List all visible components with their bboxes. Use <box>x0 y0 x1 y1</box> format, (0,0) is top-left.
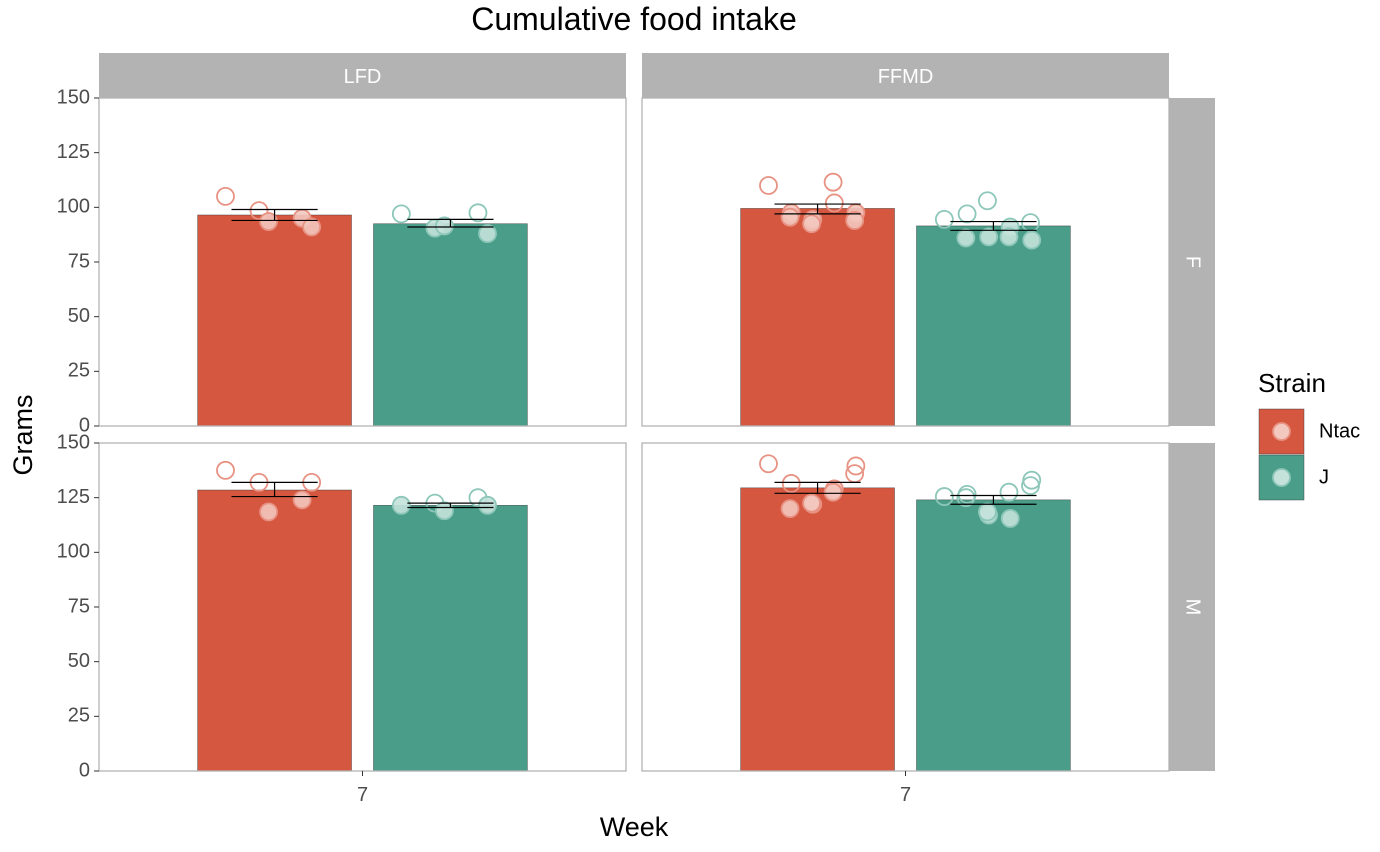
data-point-ntac <box>216 186 235 206</box>
facet-strip-label: LFD <box>344 66 382 88</box>
data-point-j <box>1022 230 1042 250</box>
data-point-ntac <box>780 499 800 519</box>
data-point-j <box>978 502 997 522</box>
y-tick-label: 25 <box>68 360 90 382</box>
bar-j <box>373 505 528 772</box>
data-point-j <box>934 209 954 229</box>
y-tick-label: 25 <box>68 705 90 727</box>
y-tick-label: 125 <box>57 486 90 508</box>
data-point-j <box>468 203 488 223</box>
bar-ntac <box>740 208 895 427</box>
facet-strip-m <box>1169 443 1215 771</box>
data-point-j <box>999 227 1019 247</box>
data-point-j <box>934 487 954 506</box>
data-point-ntac <box>249 201 269 221</box>
data-point-j <box>1021 213 1040 233</box>
panel-background <box>99 443 626 771</box>
panel-border <box>641 97 1170 427</box>
data-point-ntac <box>824 193 844 213</box>
data-point-ntac <box>259 212 278 231</box>
bar-j <box>916 225 1071 427</box>
y-tick-label: 75 <box>68 595 90 617</box>
x-tick-label: 7 <box>900 784 911 806</box>
y-tick-label: 150 <box>57 86 90 108</box>
panel-background <box>642 98 1169 426</box>
y-tick-label: 100 <box>57 541 90 563</box>
facet-strip-lfd <box>99 53 626 98</box>
data-point-ntac <box>802 214 821 234</box>
data-point-j <box>391 204 411 224</box>
data-point-j <box>478 224 497 243</box>
facet-strip-ffmd <box>642 53 1169 98</box>
facet-grid: LFD FFMDFM0255075100125150025507510012515… <box>57 53 1215 806</box>
y-tick-label: 150 <box>57 431 90 453</box>
data-point-ntac <box>759 176 778 195</box>
bar-j <box>373 223 528 427</box>
facet-strip-f <box>1169 98 1215 426</box>
data-point-ntac <box>780 207 800 227</box>
data-point-ntac <box>845 211 865 230</box>
data-point-j <box>435 216 454 236</box>
legend: Strain Ntac J <box>1258 368 1360 501</box>
data-point-ntac <box>759 454 778 474</box>
data-point-j <box>1000 509 1020 528</box>
legend-title: Strain <box>1258 368 1326 398</box>
data-point-j <box>957 204 977 224</box>
y-tick-label: 50 <box>68 305 90 327</box>
data-point-j <box>956 228 976 248</box>
data-point-j <box>978 191 997 211</box>
data-point-ntac <box>216 460 235 480</box>
data-point-ntac <box>781 474 801 493</box>
bar-ntac <box>197 489 352 772</box>
bar-ntac <box>197 214 352 427</box>
chart-title: Cumulative food intake <box>471 1 797 37</box>
data-point-ntac <box>302 217 322 237</box>
data-point-j <box>391 495 411 515</box>
data-point-j <box>979 227 999 247</box>
panel-background <box>642 443 1169 771</box>
facet-strip-label: M <box>1182 599 1204 616</box>
legend-label-ntac: Ntac <box>1319 420 1360 442</box>
data-point-ntac <box>846 456 866 476</box>
y-tick-label: 0 <box>79 414 90 436</box>
x-axis-title: Week <box>600 812 669 842</box>
data-point-j <box>999 482 1019 502</box>
data-point-ntac <box>823 482 843 502</box>
facet-strip-label: F <box>1182 256 1204 268</box>
data-point-j <box>1021 476 1040 496</box>
y-axis-title: Grams <box>8 395 38 476</box>
data-point-ntac <box>823 172 843 192</box>
x-tick-label: 7 <box>357 784 368 806</box>
legend-key-point-ntac <box>1272 422 1291 441</box>
y-tick-label: 125 <box>57 141 90 163</box>
data-point-j <box>478 495 497 515</box>
legend-label-j: J <box>1319 466 1329 488</box>
bar-j <box>916 499 1071 772</box>
data-point-ntac <box>292 490 312 510</box>
data-point-j <box>435 501 454 521</box>
data-point-ntac <box>259 502 278 522</box>
facet-strip-label: FFMD <box>878 66 934 88</box>
y-tick-label: 0 <box>79 759 90 781</box>
y-tick-label: 75 <box>68 250 90 272</box>
y-tick-label: 100 <box>57 196 90 218</box>
y-tick-label: 50 <box>68 650 90 672</box>
data-point-ntac <box>802 493 821 513</box>
bar-ntac <box>740 487 895 772</box>
panel-background <box>99 98 626 426</box>
legend-key-point-j <box>1272 468 1291 487</box>
data-point-j <box>956 488 976 508</box>
